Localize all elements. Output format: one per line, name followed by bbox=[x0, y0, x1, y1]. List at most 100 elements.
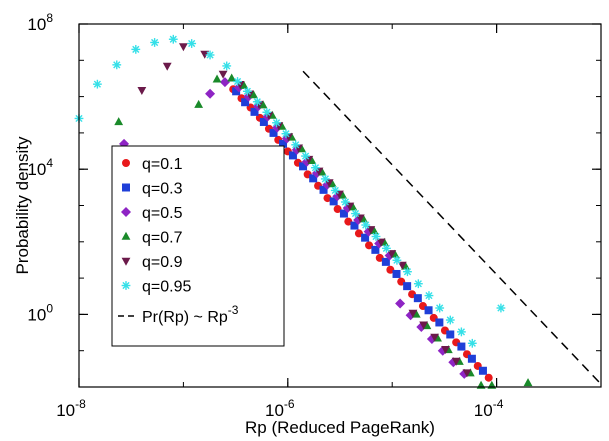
x-tick-label: 10-6 bbox=[265, 397, 295, 420]
legend-entry: q=0.5 bbox=[142, 205, 183, 222]
legend-entry: q=0.1 bbox=[142, 156, 183, 173]
data-point bbox=[262, 107, 272, 117]
data-point bbox=[382, 243, 391, 253]
data-point bbox=[456, 327, 466, 337]
data-point bbox=[187, 39, 197, 48]
reference-line bbox=[302, 70, 602, 385]
data-point bbox=[424, 291, 434, 300]
data-point bbox=[392, 269, 401, 278]
y-axis-label: Probability density bbox=[13, 136, 32, 274]
data-point bbox=[350, 221, 359, 230]
data-point bbox=[233, 77, 242, 86]
data-point bbox=[419, 321, 429, 330]
legend-entry: q=0.3 bbox=[142, 181, 183, 198]
data-point bbox=[413, 279, 423, 289]
data-point bbox=[478, 366, 487, 375]
data-point bbox=[239, 80, 249, 89]
x-axis-label: Rp (Reduced PageRank) bbox=[245, 418, 435, 437]
data-point bbox=[242, 86, 252, 96]
data-point bbox=[395, 298, 406, 309]
x-tick-label: 10-8 bbox=[56, 397, 86, 420]
legend-entry: q=0.95 bbox=[142, 279, 191, 296]
data-point bbox=[249, 90, 258, 99]
data-point bbox=[462, 369, 472, 378]
data-point bbox=[179, 43, 188, 52]
data-point bbox=[354, 229, 363, 238]
data-point bbox=[150, 38, 160, 47]
data-point bbox=[330, 186, 340, 195]
data-point bbox=[323, 194, 332, 203]
data-point bbox=[386, 265, 395, 274]
data-point bbox=[333, 205, 342, 214]
data-point bbox=[219, 77, 230, 88]
data-point bbox=[241, 98, 250, 107]
data-point bbox=[484, 373, 493, 382]
legend-entry: q=0.7 bbox=[142, 230, 183, 247]
data-point bbox=[299, 162, 308, 171]
data-point bbox=[371, 245, 380, 254]
data-point bbox=[294, 144, 304, 153]
data-point bbox=[291, 140, 301, 150]
legend-entry: q=0.9 bbox=[142, 254, 183, 271]
data-point bbox=[441, 345, 450, 354]
legend-marker bbox=[122, 183, 130, 192]
data-point bbox=[467, 338, 477, 348]
data-point bbox=[445, 315, 455, 325]
data-point bbox=[309, 174, 318, 183]
data-point bbox=[365, 241, 374, 250]
data-point bbox=[446, 330, 455, 339]
data-point bbox=[387, 250, 397, 259]
data-point bbox=[301, 151, 310, 161]
data-point bbox=[272, 118, 281, 128]
data-point bbox=[340, 197, 350, 207]
legend-box bbox=[111, 145, 285, 347]
data-point bbox=[523, 378, 533, 387]
data-point bbox=[137, 87, 147, 96]
data-point bbox=[227, 73, 237, 82]
data-point bbox=[496, 303, 506, 313]
data-point bbox=[329, 197, 338, 206]
data-point bbox=[281, 129, 291, 139]
data-point bbox=[339, 209, 348, 218]
y-tick-label: 100 bbox=[27, 301, 53, 324]
series-q=0.3 bbox=[232, 87, 487, 375]
data-point bbox=[258, 100, 268, 109]
data-point bbox=[269, 128, 278, 137]
data-point bbox=[371, 232, 381, 241]
data-point bbox=[168, 34, 178, 44]
data-point bbox=[361, 233, 370, 242]
data-point bbox=[218, 70, 228, 79]
axis-ticks: 10-8 10-6 10-4 100 104 108 bbox=[27, 11, 602, 420]
x-tick-label: 10-4 bbox=[474, 397, 504, 420]
legend-marker bbox=[121, 281, 131, 290]
data-point bbox=[376, 238, 386, 247]
data-point bbox=[114, 117, 124, 126]
data-point bbox=[320, 174, 330, 184]
data-point bbox=[435, 318, 444, 327]
data-point bbox=[408, 309, 418, 318]
legend-marker bbox=[121, 257, 131, 266]
data-point bbox=[351, 209, 360, 218]
data-point bbox=[344, 217, 353, 226]
data-point bbox=[212, 74, 222, 83]
data-point bbox=[413, 294, 422, 303]
data-point bbox=[467, 354, 476, 363]
data-point bbox=[131, 44, 141, 54]
data-point bbox=[250, 107, 259, 116]
data-point bbox=[430, 333, 440, 342]
legend-marker bbox=[122, 159, 130, 167]
data-point bbox=[311, 163, 320, 173]
data-point bbox=[232, 87, 241, 96]
data-point bbox=[397, 261, 407, 270]
series-q=0.1 bbox=[229, 85, 493, 382]
data-point bbox=[205, 50, 215, 60]
data-point bbox=[403, 267, 412, 277]
series-q=0.95 bbox=[74, 34, 506, 348]
data-point bbox=[403, 282, 412, 291]
data-point bbox=[112, 60, 122, 70]
data-point bbox=[457, 342, 466, 351]
data-point bbox=[259, 117, 268, 126]
data-point bbox=[92, 79, 102, 89]
legend-entry: Pr(Rp) ~ Rp-3 bbox=[142, 303, 239, 326]
